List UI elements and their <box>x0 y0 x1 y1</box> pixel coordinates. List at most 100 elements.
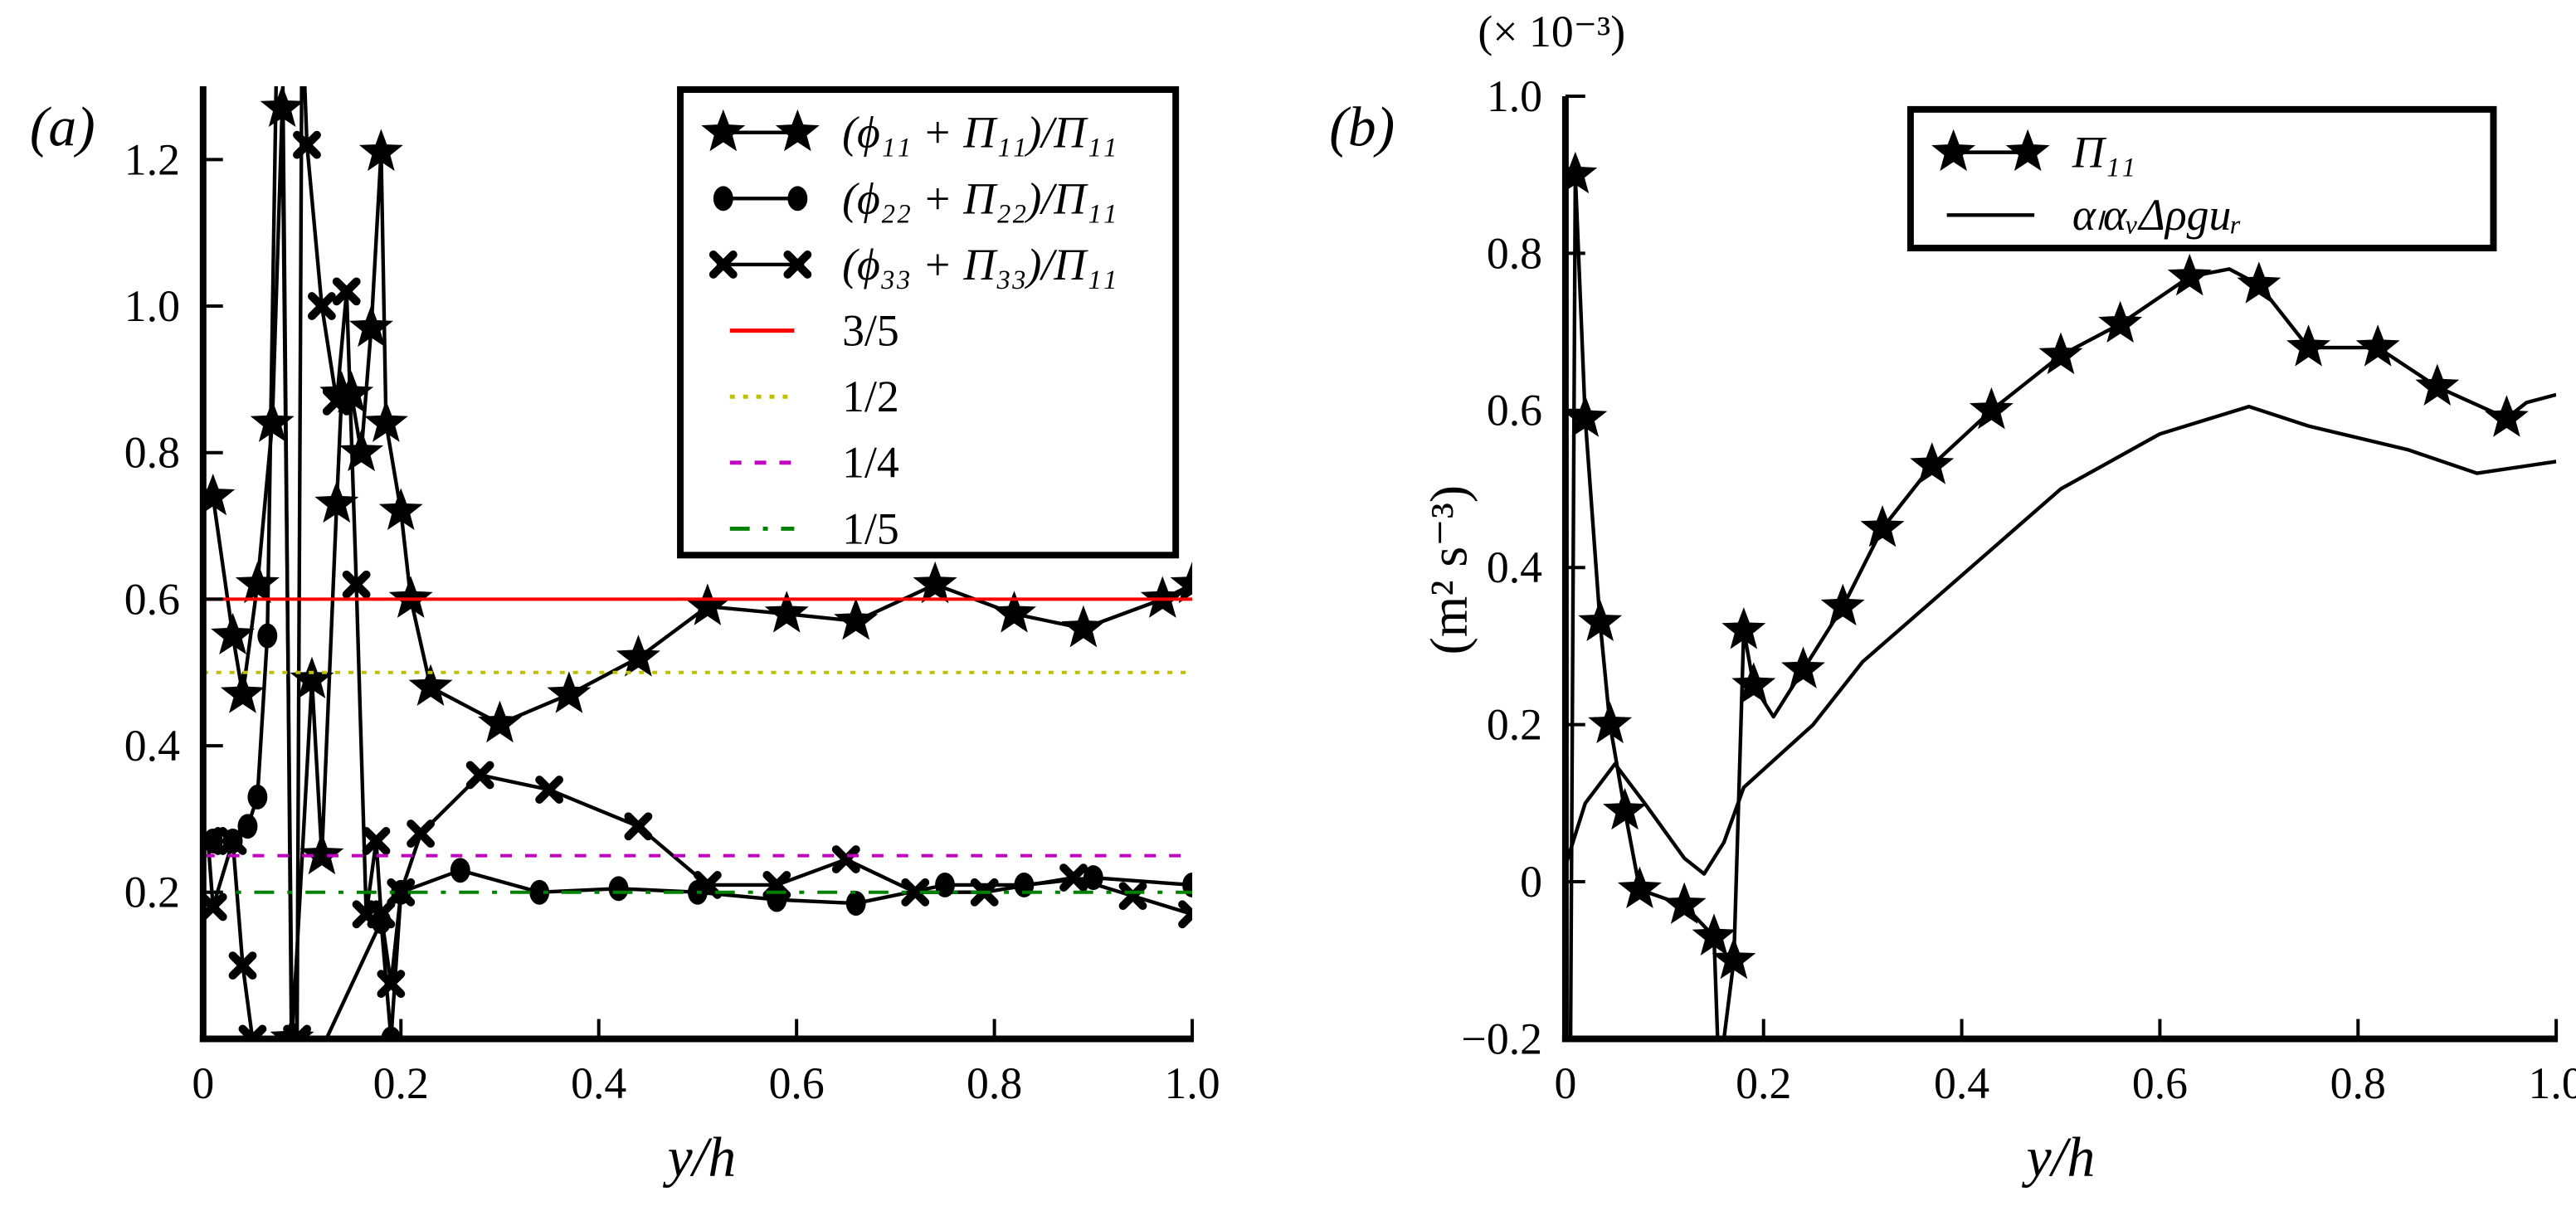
panel-a-x-tick-label: 0.6 <box>769 1058 825 1108</box>
panel-a-plot: 0 0.2 0.4 0.6 0.8 1.0 0.2 0.4 0.6 0.8 1.0 1.2 (ϕ₁₁ +… <box>124 1 1220 1125</box>
panel-b-series-0-point <box>1578 599 1623 641</box>
panel-b-series-0-point <box>2167 253 2212 296</box>
panel-a-y-tick-label: 0.6 <box>124 574 180 624</box>
panel-b-series-0-point <box>1565 395 1608 437</box>
panel-b-x-tick-label: 0 <box>1554 1058 1576 1108</box>
panel-a-y-tick-label: 1.0 <box>124 281 180 331</box>
panel-a-y-tick-label: 0.4 <box>124 721 180 771</box>
panel-a-xlabel: y/h <box>663 1126 737 1189</box>
panel-a-series-0-point <box>478 700 522 743</box>
panel-a-series-2-point <box>535 776 564 805</box>
panel-a-legend-marker <box>775 109 820 152</box>
panel-a-x-tick-label: 0.8 <box>967 1058 1022 1108</box>
panel-a-series-2-point <box>1059 863 1088 892</box>
panel-a-series-2-point <box>831 845 860 873</box>
panel-b-y-tick-label: −0.2 <box>1462 1014 1542 1063</box>
panel-a-series-0-point <box>834 598 879 640</box>
panel-a-series-0-point <box>685 583 730 625</box>
panel-b-y-tick-label: 0.6 <box>1487 386 1542 435</box>
panel-a-legend-marker <box>701 109 746 152</box>
panel-a-series-2-point <box>377 970 406 999</box>
panel-a-series-0-point <box>408 664 453 707</box>
panel-a-series-0-point <box>299 832 344 875</box>
panel-a-series-2-point <box>624 812 653 841</box>
panel-a-series-0-point <box>992 591 1036 633</box>
panel-a-series-0-point <box>220 671 265 713</box>
panel-b-legend: Π₁₁ αₗαᵥΔρguᵣ <box>1906 105 2497 252</box>
panel-a-x-tick-label: 1.0 <box>1164 1058 1220 1108</box>
panel-a-series-0-point <box>348 304 393 348</box>
panel-a-legend-label: 1/4 <box>842 438 899 488</box>
panel-a-series-2-point <box>901 878 930 907</box>
panel-a-legend-box <box>677 86 1180 559</box>
panel-b-legend-label: αₗαᵥΔρguᵣ <box>2072 190 2242 240</box>
panel-a-series-2-point <box>322 387 351 416</box>
panel-a-x-tick-label: 0.4 <box>571 1058 626 1108</box>
panel-b-series-0-point <box>1565 151 1598 194</box>
panel-a-series-0-point <box>358 129 403 172</box>
panel-a-series-0-point <box>1170 561 1193 604</box>
panel-a-legend-label: (ϕ₁₁ + Π₁₁)/Π₁₁ <box>842 108 1117 158</box>
panel-b-series-0-point <box>1603 787 1648 830</box>
panel-b-label: (b) <box>1329 96 1395 158</box>
panel-a-legend-label: (ϕ₂₂ + Π₂₂)/Π₁₁ <box>842 173 1117 223</box>
panel-a-series-1-point <box>272 1 292 26</box>
panel-b-y-tick-label: 0.4 <box>1487 542 1542 592</box>
panel-a-series-0-point <box>1140 576 1185 618</box>
panel-a-series-2-point <box>407 819 436 849</box>
panel-a-series-2-point <box>387 878 416 907</box>
panel-a-series-0-point <box>547 671 592 713</box>
panel-b-x-tick-label: 1.0 <box>2529 1058 2576 1108</box>
panel-a-series-2-point <box>292 3 312 23</box>
panel-a-series-2-point <box>238 1024 267 1039</box>
panel-a-series-1-point <box>247 785 268 810</box>
panel-b-y-tick-label: 0.2 <box>1487 700 1542 750</box>
panel-a-series-2-point <box>367 900 396 929</box>
panel-a-legend-label: 1/2 <box>842 372 899 421</box>
panel-b-series-0-point <box>2098 300 2143 343</box>
panel-a-y-tick-label: 1.2 <box>124 134 180 184</box>
panel-a-series-1-point <box>845 891 866 916</box>
panel-b-x-tick-label: 0.6 <box>2132 1058 2188 1108</box>
panel-a-series-2-point <box>465 761 494 790</box>
panel-a-y-tick-label: 0.2 <box>124 868 180 917</box>
panel-a-series-0-point <box>378 488 423 531</box>
panel-a-series-1-point <box>608 876 629 902</box>
panel-a-series-2-point <box>1118 882 1147 911</box>
panel-b-series-0-point <box>1617 866 1662 909</box>
panel-b-x-tick-label: 0.2 <box>1736 1058 1791 1108</box>
panel-a-series-0-point <box>211 612 256 655</box>
panel-a-series-0-point <box>202 473 236 516</box>
panel-b-series-0-point <box>1969 387 2014 430</box>
panel-a-label: (a) <box>30 96 95 158</box>
panel-a-series-0-point <box>764 591 809 633</box>
panel-a-series-2-point <box>307 292 336 320</box>
panel-b-legend-marker <box>1931 129 1976 172</box>
panel-b-y-tick-label: 0.8 <box>1487 228 1542 278</box>
panel-b-series-0-point <box>1721 607 1766 649</box>
panel-a-series-2-point <box>362 827 391 855</box>
panel-a-series-2-line <box>206 86 1193 1039</box>
panel-a-legend-marker <box>713 186 733 212</box>
panel-b-ylabel: (m² s⁻³) <box>1419 485 1478 654</box>
panel-a-series-2-point <box>293 130 321 159</box>
panel-b-series-0-point <box>1910 442 1955 484</box>
panel-a-series-1-point <box>257 623 278 649</box>
panel-b-series-area <box>1565 151 2557 1039</box>
panel-a-legend: (ϕ₁₁ + Π₁₁)/Π₁₁ (ϕ₂₂ + Π₂₂)/Π₁₁ (ϕ₃₃ + Π₃₃… <box>677 86 1180 559</box>
panel-a-series-2-point <box>252 1102 272 1122</box>
panel-b-series-0-point <box>2484 395 2529 437</box>
panel-a-series-0-point <box>363 400 408 442</box>
panel-a-x-tick-label: 0.2 <box>373 1058 429 1108</box>
panel-b-series-0-point <box>2038 332 2083 375</box>
panel-b-series-0-point <box>1860 504 1905 547</box>
panel-a-series-1-point <box>282 1100 302 1125</box>
panel-b-legend-box <box>1906 105 2497 252</box>
panel-b-x-tick-label: 0.4 <box>1934 1058 1989 1108</box>
panel-b-series-0-point <box>1820 583 1865 626</box>
panel-a-y-tick-label: 0.8 <box>124 428 180 478</box>
panel-b-series-0-point <box>1731 662 1776 704</box>
panel-a-series-0-point <box>388 576 433 618</box>
panel-b-series-0-point <box>2415 363 2460 406</box>
panel-a-series-0-point <box>235 561 280 604</box>
